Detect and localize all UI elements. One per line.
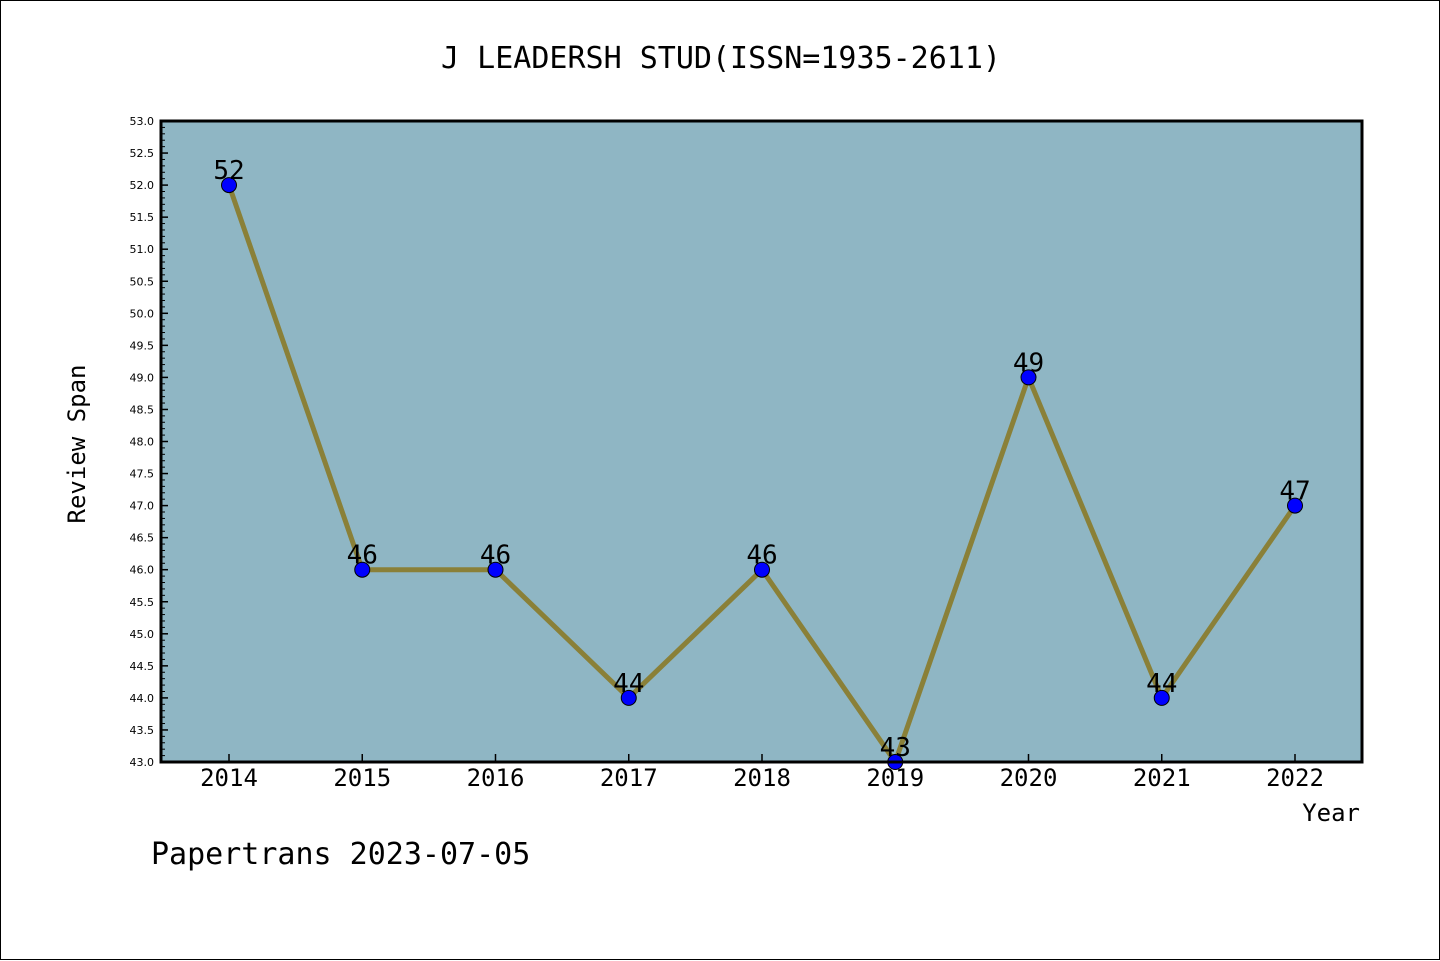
y-tick-label: 52.5 xyxy=(130,147,155,160)
series: 52 46 46 44 46 43 49 44 47 xyxy=(213,156,1311,770)
x-axis-title: Year xyxy=(1302,799,1360,827)
data-label: 44 xyxy=(1146,669,1177,699)
plot-area xyxy=(161,121,1362,762)
x-tick-label: 2022 xyxy=(1266,764,1324,792)
y-tick-label: 49.0 xyxy=(130,371,155,384)
data-label: 46 xyxy=(480,541,511,571)
y-tick-label: 43.5 xyxy=(130,724,155,737)
data-point xyxy=(1287,497,1303,514)
x-axis: 2014 2015 2016 2017 2018 2019 2020 2021 2022 xyxy=(200,754,1324,792)
y-tick-label: 45.5 xyxy=(130,596,155,609)
y-tick-label: 49.5 xyxy=(130,339,155,352)
x-tick-label: 2020 xyxy=(1000,764,1058,792)
data-point xyxy=(1153,689,1170,706)
data-point xyxy=(221,177,237,194)
data-label: 52 xyxy=(213,156,244,186)
data-label: 44 xyxy=(613,669,644,699)
y-tick-label: 53.0 xyxy=(130,115,155,128)
y-tick-label: 48.5 xyxy=(130,403,155,416)
data-point xyxy=(620,689,637,706)
y-tick-label: 47.0 xyxy=(130,500,155,513)
data-label: 47 xyxy=(1279,477,1310,507)
footer-date-label: Papertrans 2023-07-05 xyxy=(151,837,530,872)
y-tick-label: 44.0 xyxy=(130,692,155,705)
y-tick-label: 44.5 xyxy=(130,660,155,673)
data-label: 49 xyxy=(1013,348,1044,378)
plot-border xyxy=(159,119,1364,764)
data-point xyxy=(487,561,504,578)
y-tick-label: 50.5 xyxy=(130,275,155,288)
data-label: 46 xyxy=(746,541,777,571)
x-tick-label: 2017 xyxy=(600,764,658,792)
y-tick-label: 51.0 xyxy=(130,243,155,256)
data-label: 43 xyxy=(880,733,911,763)
y-axis-title: Review Span xyxy=(63,365,91,524)
y-tick-label: 52.0 xyxy=(130,179,155,192)
data-point xyxy=(1020,369,1037,386)
y-tick-label: 48.0 xyxy=(130,436,155,449)
data-point xyxy=(354,561,371,578)
x-tick-label: 2021 xyxy=(1133,764,1191,792)
y-tick-label: 47.5 xyxy=(130,468,155,481)
y-axis: 43.0 43.5 44.0 44.5 45.0 45.5 46.0 46.5 47.0 47.5… xyxy=(130,115,168,769)
x-tick-label: 2016 xyxy=(467,764,525,792)
y-tick-label: 45.0 xyxy=(130,628,155,641)
x-tick-label: 2018 xyxy=(733,764,791,792)
chart-title: J LEADERSH STUD(ISSN=1935-2611) xyxy=(441,41,1001,76)
x-tick-label: 2015 xyxy=(333,764,391,792)
data-label: 46 xyxy=(347,541,378,571)
y-tick-label: 51.5 xyxy=(130,211,155,224)
x-tick-label: 2014 xyxy=(200,764,258,792)
data-point xyxy=(754,561,770,578)
y-tick-label: 46.0 xyxy=(130,564,155,577)
y-tick-label: 46.5 xyxy=(130,532,155,545)
y-tick-label: 43.0 xyxy=(130,756,155,769)
y-tick-label: 50.0 xyxy=(130,307,155,320)
